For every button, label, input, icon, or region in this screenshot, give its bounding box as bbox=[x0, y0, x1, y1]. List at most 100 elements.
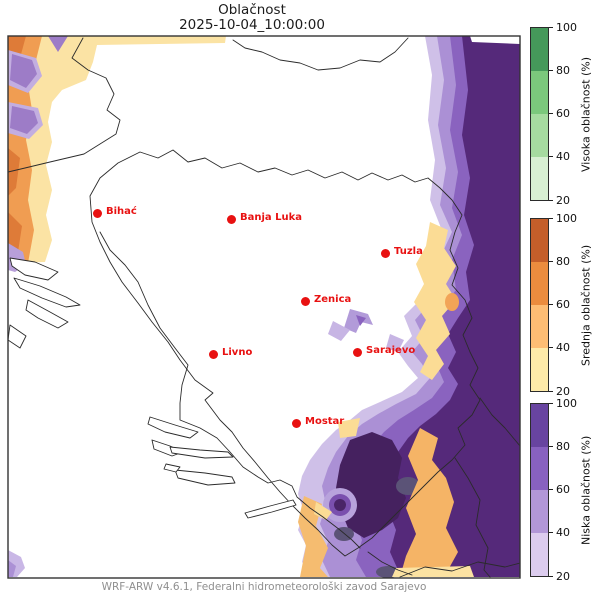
colorbar-tick bbox=[549, 347, 553, 349]
colorbar-axis-label: Srednja oblačnost (%) bbox=[579, 244, 593, 366]
colorbar-tick-label: 60 bbox=[556, 483, 570, 496]
country-border-southeast bbox=[454, 457, 491, 578]
colorbar-tick-label: 40 bbox=[556, 150, 570, 164]
medium-cloud-bit bbox=[314, 502, 332, 520]
city-label: Zenica bbox=[314, 294, 352, 305]
city-marker bbox=[226, 214, 236, 224]
colorbar-axis-label: Visoka oblačnost (%) bbox=[579, 56, 593, 172]
map-frame bbox=[7, 35, 521, 579]
medium-cloud-strip-southwest bbox=[298, 496, 328, 577]
island bbox=[174, 469, 236, 486]
city-marker bbox=[291, 418, 301, 428]
low-cloud-bit-corner bbox=[8, 560, 16, 577]
low-cloud-patch-top bbox=[48, 36, 68, 52]
colorbar-tick bbox=[549, 199, 553, 201]
colorbar-tick-label: 40 bbox=[556, 526, 570, 540]
colorbar-tick bbox=[549, 489, 553, 491]
colorbar-tick-label: 80 bbox=[556, 63, 570, 77]
colorbar-niska bbox=[530, 403, 549, 577]
map-white-sliver-topright bbox=[470, 36, 520, 44]
city-marker bbox=[380, 248, 390, 258]
colorbar-tick-label: 100 bbox=[556, 396, 577, 410]
medium-cloud-strip-bottom bbox=[392, 566, 474, 577]
colorbar-tick bbox=[549, 304, 553, 306]
colorbar-segment bbox=[531, 157, 548, 200]
medium-cloud-spot-east bbox=[445, 293, 459, 311]
country-border-northwest bbox=[8, 37, 121, 173]
country-border-north bbox=[232, 37, 409, 71]
low-cloud-patch-west bbox=[10, 106, 38, 134]
colorbar-segment bbox=[531, 490, 548, 533]
low-cloud-bit-central bbox=[356, 315, 366, 326]
colorbar-tick-label: 80 bbox=[556, 254, 570, 268]
island bbox=[163, 463, 181, 473]
colorbar-tick bbox=[549, 69, 553, 71]
colorbar-segment bbox=[531, 348, 548, 391]
colorbar-tick-label: 20 bbox=[556, 569, 570, 583]
colorbar-tick-label: 100 bbox=[556, 20, 577, 34]
island bbox=[147, 416, 199, 439]
city-label: Tuzla bbox=[394, 246, 423, 257]
footer-credit: WRF-ARW v4.6.1, Federalni hidrometeorolo… bbox=[101, 581, 427, 593]
country-border-southeast bbox=[479, 397, 520, 447]
country-border-bosnia bbox=[89, 149, 481, 557]
city-label: Banja Luka bbox=[240, 212, 303, 223]
medium-cloud-band-west bbox=[8, 36, 42, 263]
colorbar-tick-label: 60 bbox=[556, 298, 570, 311]
colorbar-tick bbox=[549, 575, 553, 577]
coastline-bottom bbox=[399, 561, 520, 578]
medium-cloud-patch-south bbox=[400, 428, 462, 577]
colorbar-tick bbox=[549, 445, 553, 447]
colorbar-axis-label: Niska oblačnost (%) bbox=[579, 435, 593, 545]
colorbar-tick bbox=[549, 156, 553, 158]
city-marker bbox=[300, 296, 310, 306]
city-label: Livno bbox=[222, 347, 253, 358]
island bbox=[169, 446, 234, 459]
colorbar-visoka bbox=[530, 27, 549, 201]
low-cloud-bit-central bbox=[386, 334, 404, 352]
city-label: Sarajevo bbox=[366, 345, 416, 356]
medium-cloud-dark-west bbox=[8, 148, 20, 196]
medium-cloud-band-east bbox=[414, 222, 456, 380]
medium-cloud-bit bbox=[338, 418, 360, 438]
island bbox=[244, 499, 297, 519]
city-label: Bihać bbox=[106, 206, 137, 217]
colorbar-segment bbox=[531, 28, 548, 71]
colorbar-segment bbox=[531, 71, 548, 114]
colorbar-tick bbox=[549, 260, 553, 262]
colorbar-tick-label: 100 bbox=[556, 211, 577, 225]
coastline-adriatic bbox=[99, 231, 361, 549]
colorbar-tick bbox=[549, 532, 553, 534]
low-cloud-bit-central bbox=[328, 321, 350, 341]
colorbar-tick bbox=[549, 113, 553, 115]
colorbar-segment bbox=[531, 447, 548, 490]
island bbox=[13, 277, 81, 308]
city-marker bbox=[208, 349, 218, 359]
colorbar-tick bbox=[549, 26, 553, 28]
island bbox=[9, 257, 59, 281]
colorbar-tick-label: 20 bbox=[556, 193, 570, 207]
city-marker bbox=[352, 347, 362, 357]
colorbar-tick bbox=[549, 402, 553, 404]
colorbar-segment bbox=[531, 404, 548, 447]
coastline-south bbox=[367, 551, 413, 576]
colorbar-tick bbox=[549, 390, 553, 392]
colorbar-tick-label: 40 bbox=[556, 341, 570, 355]
colorbar-segment bbox=[531, 219, 548, 262]
colorbar-tick-label: 20 bbox=[556, 384, 570, 398]
title-timestamp: 2025-10-04_10:00:00 bbox=[179, 17, 325, 33]
colorbar-tick-label: 60 bbox=[556, 107, 570, 120]
colorbar-segment bbox=[531, 262, 548, 305]
low-cloud-patch-west bbox=[10, 54, 37, 88]
low-cloud-ring-core bbox=[334, 499, 346, 511]
colorbar-srednja bbox=[530, 218, 549, 392]
city-marker bbox=[92, 208, 102, 218]
city-label: Mostar bbox=[305, 416, 345, 427]
colorbar-segment bbox=[531, 114, 548, 157]
colorbar-tick-label: 80 bbox=[556, 439, 570, 453]
colorbar-tick bbox=[549, 217, 553, 219]
colorbar-segment bbox=[531, 305, 548, 348]
title-text: Oblačnost bbox=[218, 2, 286, 18]
